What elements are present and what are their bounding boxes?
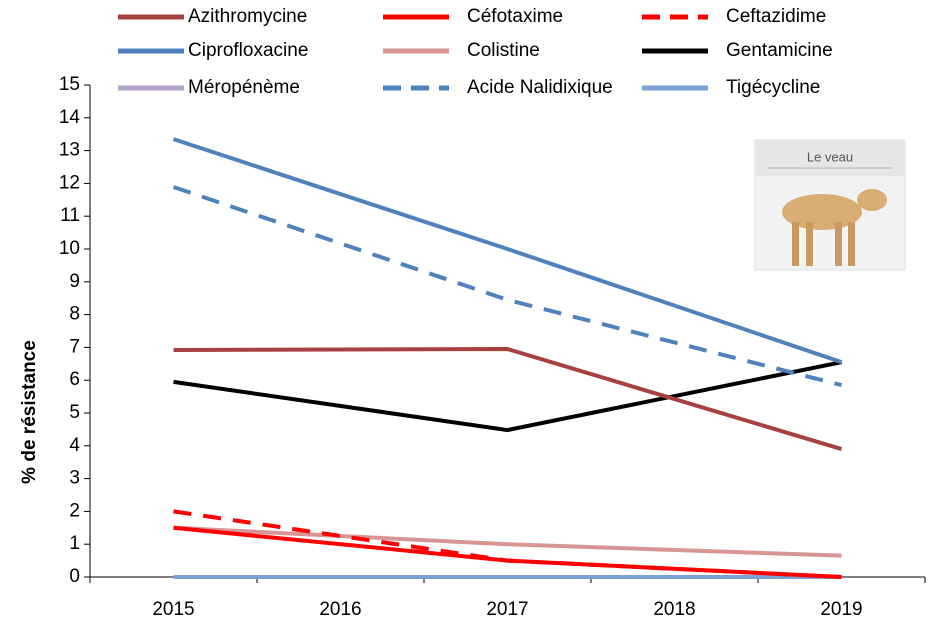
series-line <box>173 360 842 433</box>
image-box <box>754 139 906 271</box>
y-tick-label: 11 <box>60 205 80 226</box>
y-tick-label: 0 <box>69 566 80 587</box>
y-tick-label: 6 <box>69 369 80 390</box>
x-tick-label: 2018 <box>653 599 695 620</box>
y-tick-label: 14 <box>59 107 81 128</box>
legend-label: Tigécycline <box>726 77 820 98</box>
series-line <box>173 347 843 451</box>
x-tick-label: 2016 <box>319 599 361 620</box>
x-tick-label: 2017 <box>486 599 528 620</box>
image-label: Le veau <box>807 149 853 164</box>
legend-label: Colistine <box>467 40 540 61</box>
x-tick-label: 2019 <box>820 599 862 620</box>
legend-label: Azithromycine <box>188 6 307 27</box>
legend-label: Acide Nalidixique <box>467 77 613 98</box>
legend-label: Gentamicine <box>726 40 833 61</box>
y-tick-label: 1 <box>69 533 80 554</box>
y-tick-label: 8 <box>69 304 80 325</box>
y-tick-label: 13 <box>59 140 80 161</box>
series-line <box>173 525 842 558</box>
legend-label: Méropénème <box>188 77 300 98</box>
x-tick-label: 2015 <box>152 599 194 620</box>
legend-label: Céfotaxime <box>467 6 563 27</box>
legend-label: Ceftazidime <box>726 6 826 27</box>
y-tick-label: 7 <box>69 336 80 357</box>
y-axis-label: % de résistance <box>19 340 40 484</box>
y-tick-label: 9 <box>69 271 80 292</box>
y-tick-label: 4 <box>69 435 80 456</box>
y-tick-label: 12 <box>59 172 80 193</box>
series-line <box>172 185 842 388</box>
y-tick-label: 2 <box>69 500 80 521</box>
legend-label: Ciprofloxacine <box>188 40 308 61</box>
y-tick-label: 3 <box>69 468 80 489</box>
y-tick-label: 5 <box>69 402 80 423</box>
series-line <box>172 137 843 365</box>
series-line <box>173 509 842 579</box>
y-tick-label: 15 <box>59 74 80 95</box>
y-tick-label: 10 <box>59 238 80 259</box>
